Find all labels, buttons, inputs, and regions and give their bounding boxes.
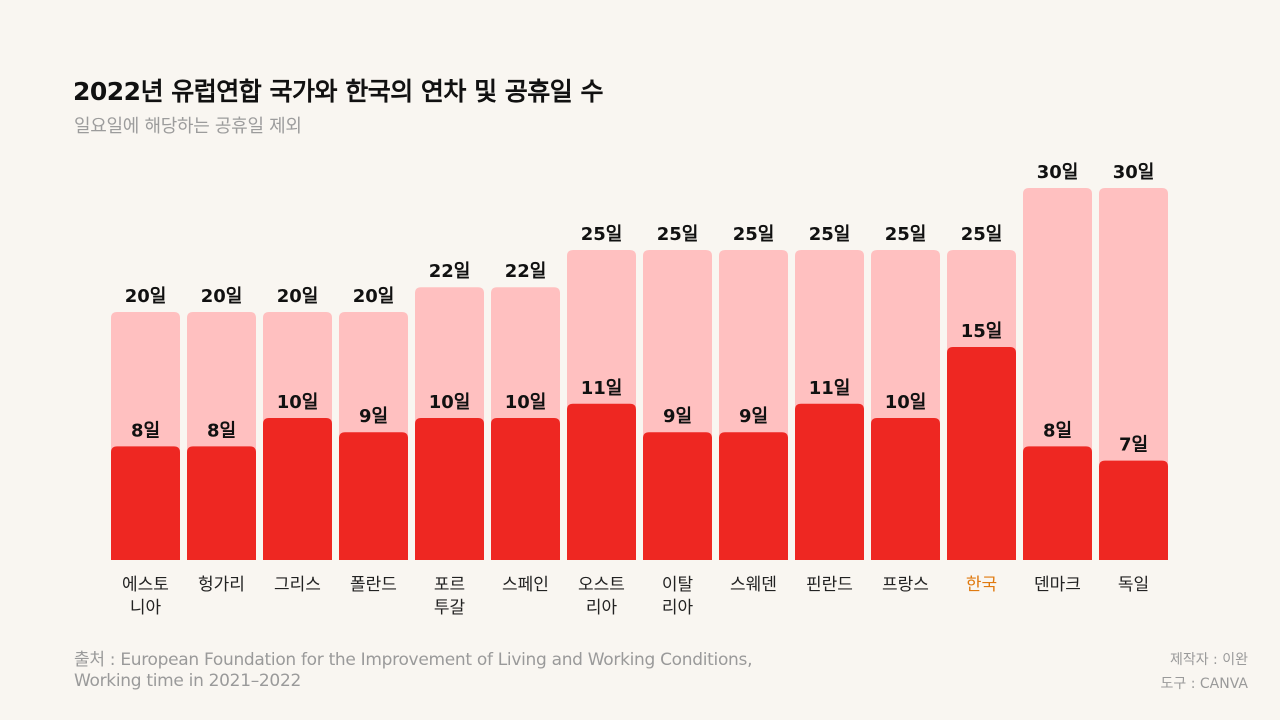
source-note: 출처 : European Foundation for the Improve… [74,650,752,692]
holiday-bar [1023,446,1092,560]
holiday-bar [415,418,484,560]
x-tick-label: 이탈 [662,575,694,595]
credits: 제작자 : 이완 도구 : CANVA [1161,648,1248,696]
holiday-bar [719,432,788,560]
holiday-value-label: 11일 [809,378,851,399]
holiday-value-label: 10일 [429,392,471,413]
holiday-value-label: 8일 [1043,420,1072,441]
x-tick-label: 포르 [434,575,465,595]
x-tick-label: 투갈 [434,598,466,618]
holiday-value-label: 10일 [505,392,547,413]
total-value-label: 25일 [581,224,623,245]
holiday-bar [795,403,864,560]
holiday-bar [871,418,940,560]
chart-title: 2022년 유럽연합 국가와 한국의 연차 및 공휴일 수 [73,77,604,106]
x-tick-label: 니아 [130,598,162,618]
holiday-value-label: 8일 [131,420,160,441]
source-line-2: Working time in 2021–2022 [74,671,301,691]
total-value-label: 25일 [809,224,851,245]
x-tick-label: 에스토 [122,575,169,595]
holiday-bar [491,418,560,560]
total-value-label: 30일 [1113,162,1155,183]
holiday-value-label: 10일 [277,392,319,413]
x-tick-label: 오스트 [578,575,625,595]
holiday-bar [643,432,712,560]
total-value-label: 22일 [429,261,471,282]
total-value-label: 20일 [353,286,395,307]
x-tick-label: 그리스 [274,575,321,595]
total-value-label: 25일 [885,224,927,245]
total-value-label: 20일 [277,286,319,307]
holiday-bar [947,347,1016,560]
total-value-label: 25일 [733,224,775,245]
maker-credit: 제작자 : 이완 [1169,652,1248,668]
x-tick-label: 리아 [586,598,618,618]
holiday-value-label: 15일 [961,321,1003,342]
total-value-label: 22일 [505,261,547,282]
total-value-label: 25일 [657,224,699,245]
x-tick-label: 헝가리 [198,575,245,595]
x-tick-label: 폴란드 [350,575,397,595]
holiday-bar [1099,460,1168,560]
holiday-bar [567,403,636,560]
holiday-value-label: 9일 [663,406,692,427]
total-value-label: 30일 [1037,162,1079,183]
x-tick-label: 덴마크 [1034,575,1081,595]
holiday-bar [111,446,180,560]
x-tick-label: 스페인 [502,575,549,595]
holiday-value-label: 8일 [207,420,236,441]
x-tick-label: 한국 [966,575,997,595]
x-tick-label: 독일 [1118,575,1149,595]
holiday-value-label: 9일 [739,406,768,427]
chart-subtitle: 일요일에 해당하는 공휴일 제외 [74,116,302,137]
total-value-label: 20일 [201,286,243,307]
holiday-value-label: 11일 [581,378,623,399]
tool-credit: 도구 : CANVA [1160,676,1248,692]
holiday-bar [263,418,332,560]
x-tick-label: 스웨덴 [730,575,777,595]
holiday-value-label: 9일 [359,406,388,427]
source-line-1: 출처 : European Foundation for the Improve… [74,650,753,670]
holiday-bar [187,446,256,560]
total-value-label: 20일 [125,286,167,307]
holiday-value-label: 10일 [885,392,927,413]
holiday-value-label: 7일 [1119,435,1148,456]
x-tick-label: 리아 [662,598,694,618]
x-tick-label: 핀란드 [806,575,853,595]
total-value-label: 25일 [961,224,1003,245]
holiday-bar [339,432,408,560]
x-tick-label: 프랑스 [882,575,929,595]
